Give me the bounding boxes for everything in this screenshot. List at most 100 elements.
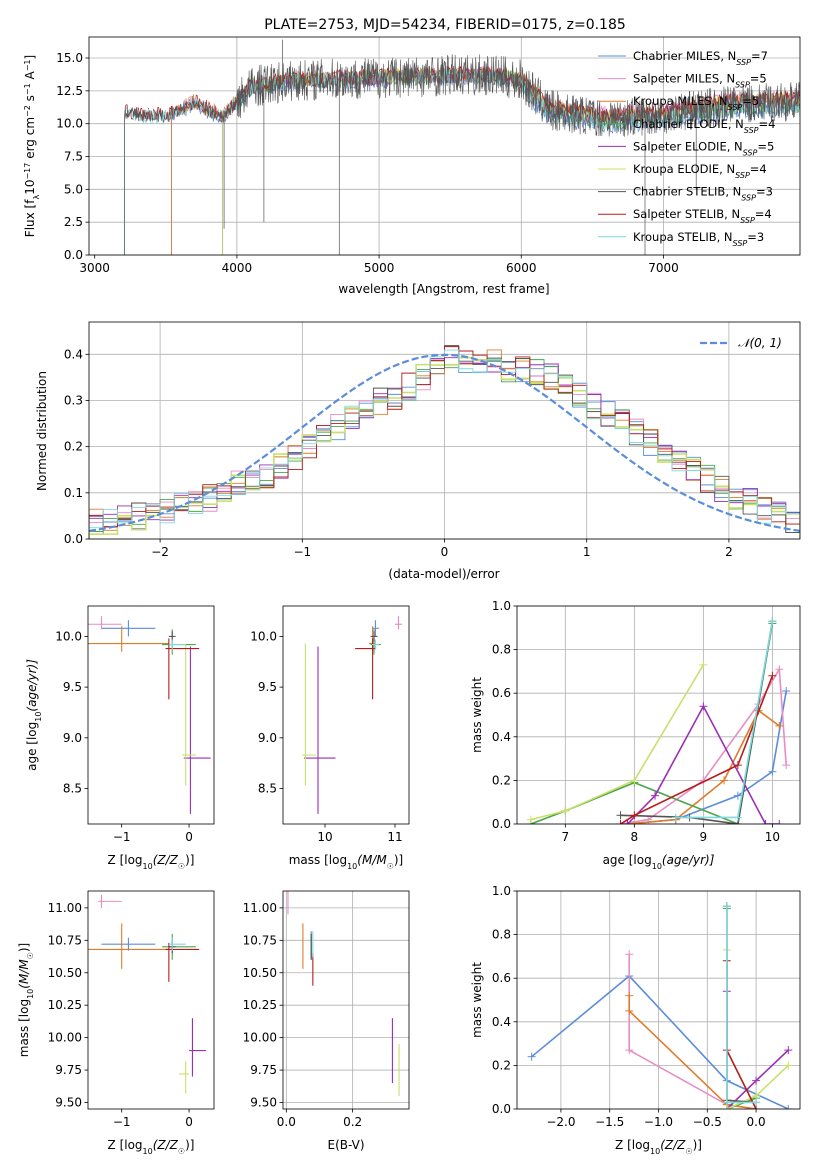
x-tick-label: −0.5 [693,1115,722,1129]
legend-entry: Chabrier STELIB, NSSP=3 [633,185,773,203]
x-tick-label: 3000 [79,261,110,275]
legend-entry-part: Kroupa ELODIE, N [633,162,735,176]
y-axis-label-part: (age/yr)] [25,659,39,712]
legend-entry-part: SSP [735,171,750,180]
y-tick-label: 11.00 [48,901,82,915]
legend-entry-part: =5 [757,139,774,153]
y-axis-label-part: −1 [23,83,32,95]
x-axis-label-part: )] [185,1138,194,1152]
weight-line [628,995,757,1109]
y-axis-label-part: −17 [23,163,32,180]
y-axis-label-part: 10 [23,180,37,195]
y-axis-label-part: λ [32,195,41,200]
y-tick-label: 10.50 [243,966,277,980]
legend-entry: Salpeter MILES, NSSP=5 [633,72,767,90]
y-tick-label: 10.50 [48,966,82,980]
mass-vs-z-panel: −1 0 9.50 9.75 10.00 10.25 10.50 10.75 11.00 Z [l… [17,890,215,1156]
x-axis-label-part: Z [log [108,1138,143,1152]
legend-entry: Kroupa STELIB, NSSP=3 [633,230,764,248]
weight-vs-z-panel: −2.0 −1.5 −1.0 −0.5 0.0 0.0 0.2 0.4 0.6 0.8 1.0 mas… [470,884,801,1156]
mass-vs-z-panel-plot-area [88,894,206,1094]
y-tick-label: 10.0 [56,117,83,131]
y-tick-label: 10.00 [243,1031,277,1045]
y-tick-label: 0.2 [64,440,83,454]
legend-entry: 𝒩(0, 1) [738,336,782,350]
y-tick-label: 9.5 [258,680,277,694]
histogram-step [89,349,800,539]
x-axis-label-part: 10 [650,1147,660,1156]
y-tick-label: 0.8 [492,928,511,942]
legend-entry: Kroupa ELODIE, NSSP=4 [633,162,767,180]
residual-panel-plot-area [89,345,800,539]
x-axis-label: wavelength [Angstrom, rest frame] [338,282,549,296]
legend-entry-part: =3 [747,230,764,244]
legend-entry-part: =4 [750,162,767,176]
y-axis-label-part: ] [23,55,37,60]
mass-vs-z-panel-frame [87,890,215,1110]
y-tick-label: 0.6 [492,971,511,985]
y-tick-label: 9.0 [258,731,277,745]
x-axis-label: Z [log10(Z/Z☉)] [108,853,195,871]
x-tick-label: 0.2 [343,1115,362,1129]
x-axis-label-part: age [log [603,853,652,867]
x-tick-label: 0 [441,545,449,559]
y-tick-label: 8.5 [63,782,82,796]
legend-entry-part: Chabrier ELODIE, N [633,117,744,131]
weight-vs-age-panel: 7 8 9 10 0.0 0.2 0.4 0.6 0.8 1.0 mass weight age [l… [470,599,801,871]
y-axis-label-part: erg cm [23,117,37,163]
y-tick-label: 10.0 [55,629,82,643]
y-tick-label: 0.0 [64,248,83,262]
y-axis-label-part: 10 [26,989,35,999]
x-axis-label-part: Z [log [108,853,143,867]
y-axis-label-part: (M/M [17,959,31,989]
legend-entry-part: Salpeter ELODIE, N [633,139,743,153]
x-tick-label: 4000 [222,261,253,275]
y-tick-label: 10.75 [243,933,277,947]
y-tick-label: 0.4 [492,730,511,744]
y-tick-label: 0.0 [492,817,511,831]
x-axis-label: Z [log10(Z/Z☉)] [615,1138,702,1156]
y-tick-label: 9.5 [63,680,82,694]
y-tick-label: 7.5 [64,150,83,164]
y-tick-label: 12.5 [56,84,83,98]
age-vs-z-panel-plot-area [88,616,211,814]
legend-entry-part: SSP [736,58,751,67]
legend-entry-part: SSP [740,216,755,225]
x-axis-label-part: )] [185,853,194,867]
spectrum-line [124,54,800,255]
weight-line [530,623,774,824]
x-tick-label: −2 [151,545,169,559]
y-tick-label: 9.50 [55,1096,82,1110]
x-tick-label: 7 [561,830,569,844]
legend-entry-part: Chabrier STELIB, N [633,185,741,199]
x-axis-label-part: 10 [347,862,357,871]
legend-entry: Kroupa MILES, NSSP=5 [633,94,759,112]
legend-entry: Salpeter STELIB, NSSP=4 [633,207,772,225]
y-tick-label: 9.50 [250,1096,277,1110]
x-axis-label: mass [log10(M/M☉)] [289,853,404,871]
legend-entry-part: SSP [728,103,743,112]
x-tick-label: −1.0 [644,1115,673,1129]
weight-line [726,906,757,1104]
x-axis-label-part: )] [693,1138,702,1152]
x-tick-label: 6000 [506,261,537,275]
y-axis-label-part: mass [log [17,999,31,1057]
legend-entry-part: Salpeter STELIB, N [633,207,740,221]
y-axis-label: mass weight [470,962,484,1038]
figure-title: PLATE=2753, MJD=54234, FIBERID=0175, z=0… [264,17,626,33]
legend-entry-part: =3 [756,185,773,199]
y-axis-label: age [log10(age/yr)] [25,659,43,771]
x-tick-label: 0.0 [747,1115,766,1129]
weight-vs-z-panel-plot-area [527,902,793,1109]
y-axis-label-part: age [log [25,722,39,771]
x-tick-label: −1.5 [595,1115,624,1129]
legend-entry-part: =7 [751,49,768,63]
y-tick-label: 9.75 [55,1063,82,1077]
mass-vs-ebv-panel-plot-area [287,891,400,1097]
y-tick-label: 8.5 [258,782,277,796]
x-axis-label-part: 10 [652,862,662,871]
age-vs-z-panel: −1 08.59.09.510.0Z [log10(Z/Z☉)]age [log1… [25,605,215,871]
weight-line [726,991,789,1109]
x-tick-label: −2.0 [546,1115,575,1129]
